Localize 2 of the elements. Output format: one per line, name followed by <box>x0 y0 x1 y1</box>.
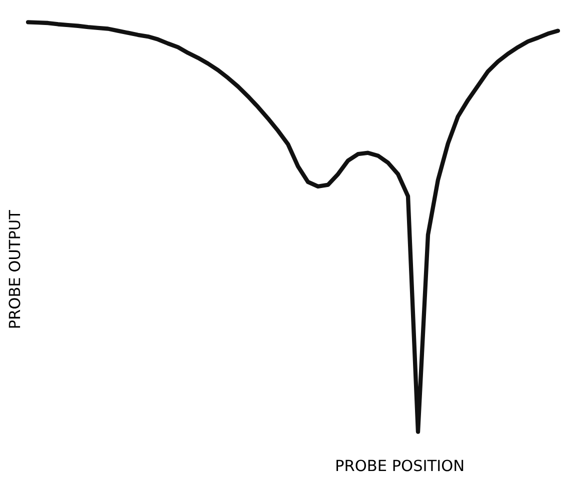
y-axis-title: PROBE OUTPUT <box>8 210 20 328</box>
x-axis-title: PROBE POSITION <box>336 460 464 472</box>
